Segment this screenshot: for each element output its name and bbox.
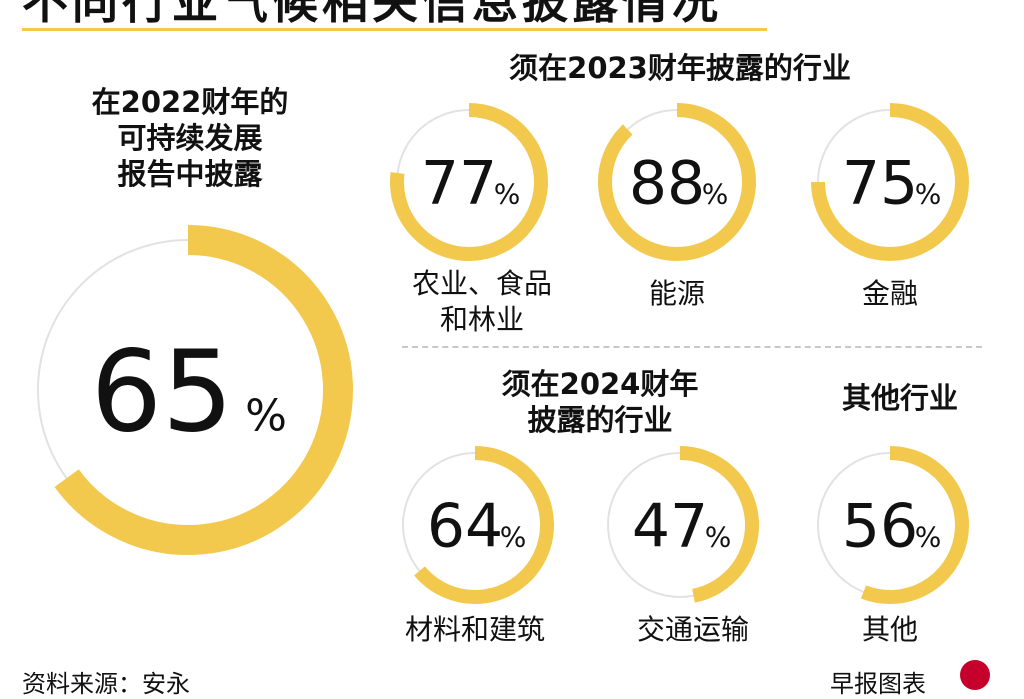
unit-label-transport: % bbox=[705, 521, 732, 554]
value-label-materials: 64 bbox=[427, 492, 503, 562]
unit-label-energy: % bbox=[702, 178, 729, 211]
value-label-main: 65 bbox=[91, 327, 234, 457]
publisher-logo bbox=[960, 660, 990, 690]
unit-label-agriculture: % bbox=[494, 178, 521, 211]
heading-other-industries: 其他行业 bbox=[841, 381, 958, 415]
value-label-finance: 75 bbox=[842, 149, 918, 219]
category-label-finance: 金融 bbox=[861, 277, 918, 310]
donut-arc-energy bbox=[598, 103, 756, 261]
value-label-transport: 47 bbox=[632, 492, 708, 562]
donut-energy: 88% bbox=[598, 103, 756, 261]
donut-chart: 65 %77% 88% 75%64% 47% 56% bbox=[37, 103, 969, 604]
donut-transport: 47% bbox=[607, 446, 759, 603]
page-title: 不同行业气候相关信息披露情况 bbox=[22, 0, 722, 29]
value-label-agriculture: 77 bbox=[421, 149, 497, 219]
donut-arc-agriculture bbox=[390, 103, 548, 261]
donut-arc-materials bbox=[414, 446, 554, 604]
category-label-other: 其他 bbox=[861, 613, 918, 646]
category-label-materials: 材料和建筑 bbox=[404, 613, 545, 646]
donut-other: 56% bbox=[817, 446, 969, 604]
unit-label-main: % bbox=[245, 390, 287, 441]
heading-fy2024: 须在2024财年 披露的行业 bbox=[501, 367, 699, 437]
category-label-energy: 能源 bbox=[648, 277, 705, 310]
value-label-energy: 88 bbox=[629, 149, 705, 219]
unit-label-finance: % bbox=[915, 178, 942, 211]
heading-fy2023: 须在2023财年披露的行业 bbox=[509, 51, 851, 85]
donut-arc-finance bbox=[811, 103, 969, 261]
donut-main: 65% bbox=[37, 225, 353, 555]
unit-label-other: % bbox=[915, 521, 942, 554]
title-underline bbox=[22, 28, 767, 31]
donut-agriculture: 77% bbox=[390, 103, 548, 261]
heading-fy2022: 在2022财年的 可持续发展 报告中披露 bbox=[91, 85, 289, 191]
category-label-agriculture: 农业、食品 和林业 bbox=[411, 267, 552, 336]
donut-arc-other bbox=[860, 446, 969, 604]
donut-arc-main bbox=[54, 225, 353, 555]
category-label-transport: 交通运输 bbox=[636, 613, 749, 646]
donut-finance: 75% bbox=[811, 103, 969, 261]
donut-arc-transport bbox=[679, 446, 759, 603]
section-divider bbox=[402, 346, 982, 348]
unit-label-materials: % bbox=[500, 521, 527, 554]
value-label-other: 56 bbox=[842, 492, 918, 562]
donut-materials: 64% bbox=[402, 446, 554, 604]
